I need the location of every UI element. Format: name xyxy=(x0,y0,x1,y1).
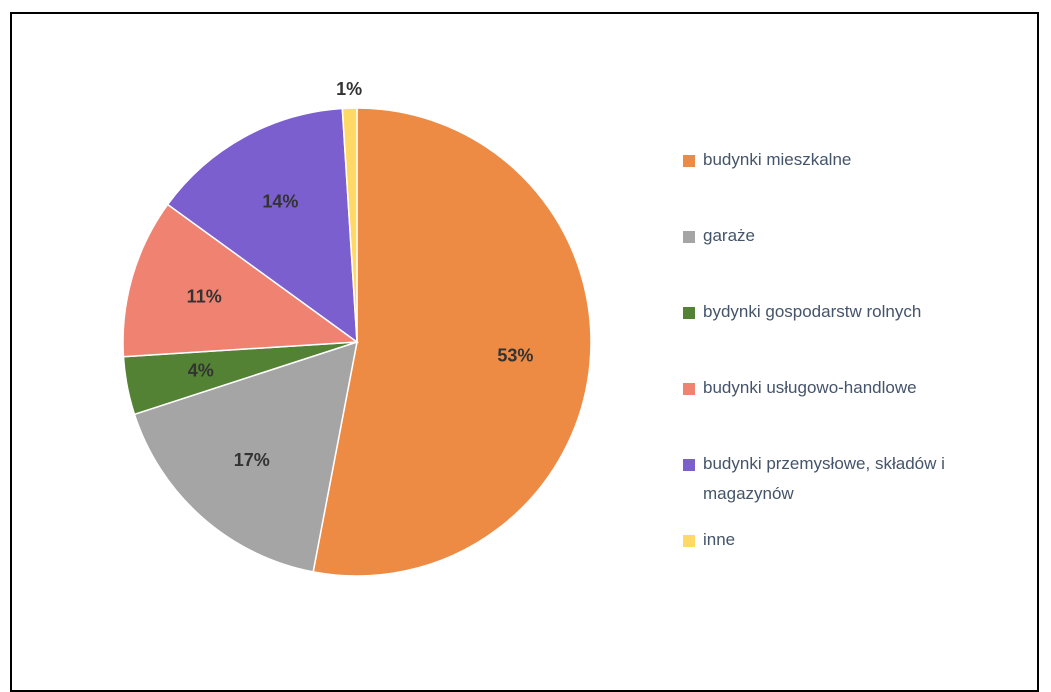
legend-label: budynki mieszkalne xyxy=(703,150,852,169)
legend-item: budynki mieszkalne xyxy=(683,145,1013,175)
legend-item: bydynki gospodarstw rolnych xyxy=(683,297,1013,327)
legend-swatch xyxy=(683,307,695,319)
pie-slice xyxy=(133,340,358,573)
pie-slice xyxy=(166,107,358,344)
legend-item: budynki przemysłowe, składów i magazynów xyxy=(683,449,1013,509)
data-label: 11% xyxy=(187,286,222,306)
data-label: 53% xyxy=(497,346,533,366)
data-label: 4% xyxy=(188,361,214,381)
legend-label: budynki usługowo-handlowe xyxy=(703,378,917,397)
legend-label: garaże xyxy=(703,226,755,245)
data-label: 1% xyxy=(336,79,362,99)
legend-swatch xyxy=(683,231,695,243)
legend-label: bydynki gospodarstw rolnych xyxy=(703,302,922,321)
data-label: 17% xyxy=(234,450,270,470)
pie-slice xyxy=(122,203,360,358)
legend-swatch xyxy=(683,155,695,167)
legend-item: inne xyxy=(683,525,1013,555)
pie-slice xyxy=(312,107,592,577)
legend-item: garaże xyxy=(683,221,1013,251)
legend-item: budynki usługowo-handlowe xyxy=(683,373,1013,403)
legend-label: inne xyxy=(703,530,736,549)
data-label: 14% xyxy=(262,191,298,211)
legend-label: budynki przemysłowe, składów i magazynów xyxy=(703,454,945,503)
legend-swatch xyxy=(683,459,695,471)
legend-swatch xyxy=(683,383,695,395)
pie-slice xyxy=(341,107,358,343)
legend-swatch xyxy=(683,535,695,547)
